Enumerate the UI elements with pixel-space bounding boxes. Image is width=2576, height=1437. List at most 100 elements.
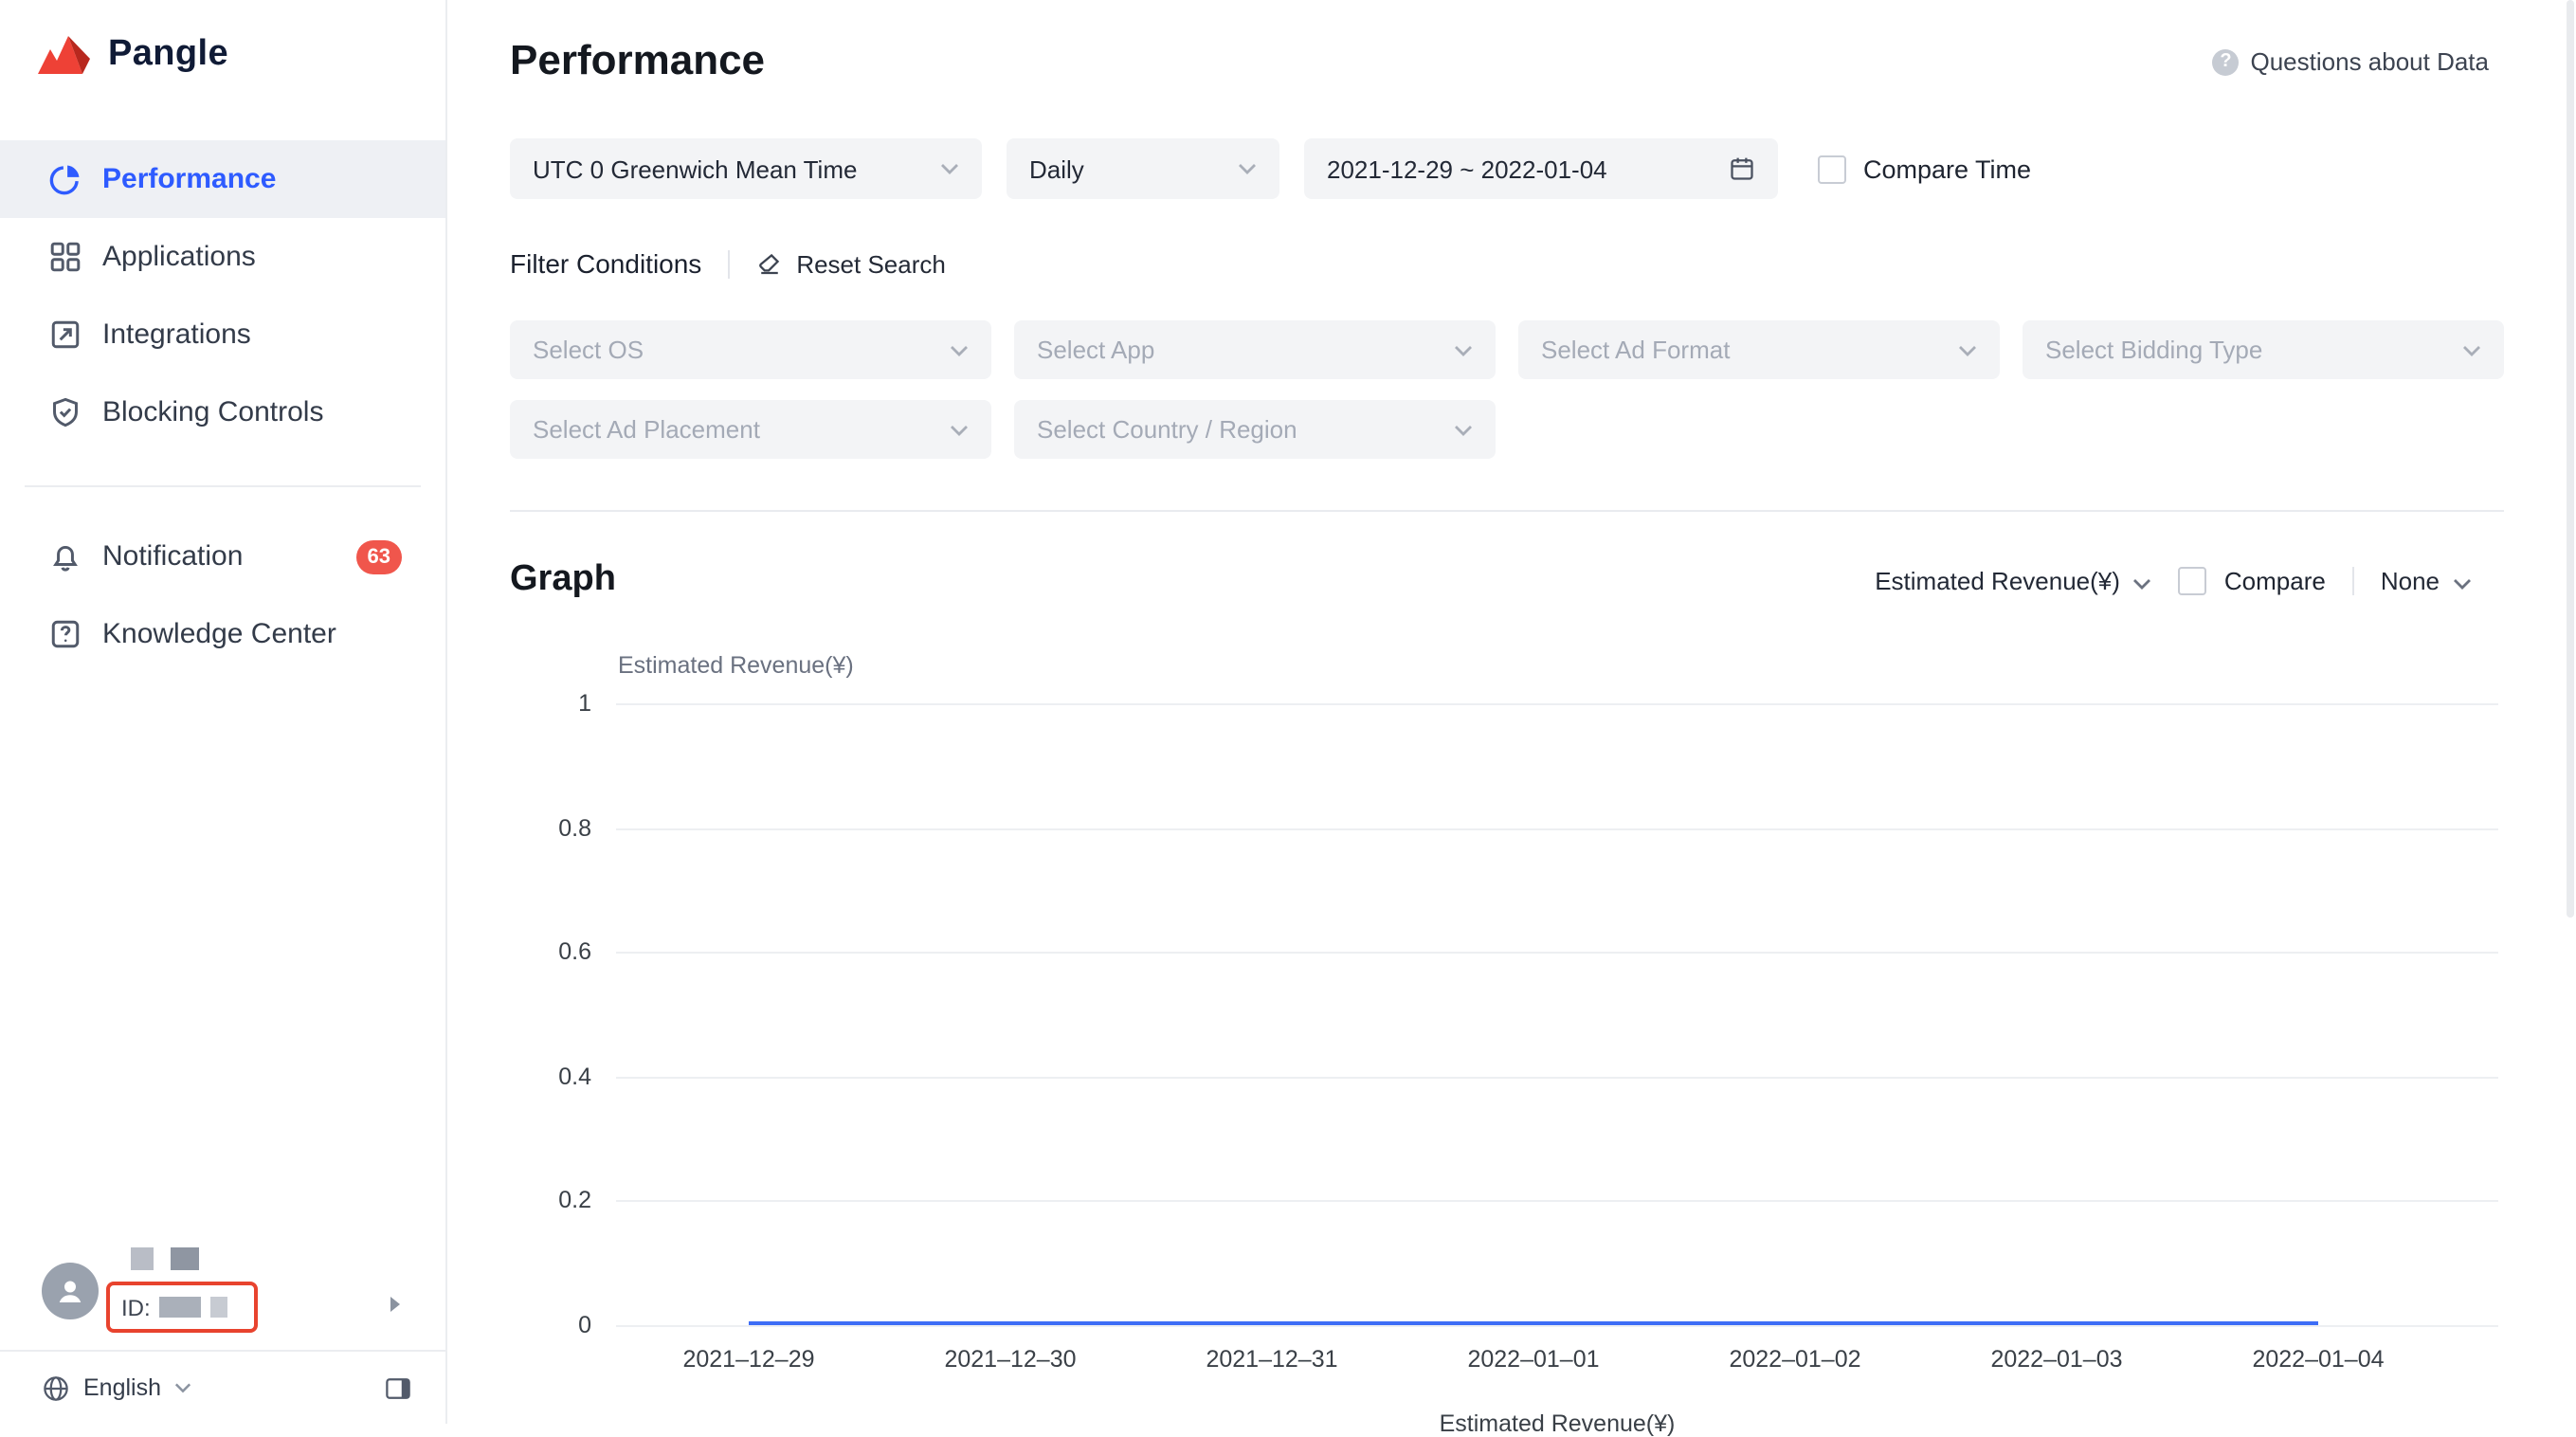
select-row-2: Select Ad Placement Select Country / Reg… (510, 400, 2504, 459)
pangle-logo-icon (38, 36, 90, 74)
page-title: Performance (510, 36, 766, 83)
apps-grid-icon (49, 241, 82, 273)
y-axis-tick-label: 1 (578, 690, 591, 717)
language-selector[interactable]: English (42, 1373, 191, 1402)
x-axis-label: 2022–01–04 (2252, 1346, 2385, 1373)
select-bidding-type-placeholder: Select Bidding Type (2045, 336, 2263, 364)
sidebar-divider (25, 485, 421, 487)
sidebar-item-notification[interactable]: Notification 63 (0, 518, 445, 595)
select-bidding-type-dropdown[interactable]: Select Bidding Type (2023, 320, 2504, 379)
eraser-icon (756, 250, 783, 277)
select-os-dropdown[interactable]: Select OS (510, 320, 991, 379)
sidebar-nav: Performance Applications Integrations Bl… (0, 140, 445, 673)
chevron-down-icon (950, 344, 969, 355)
redacted-username-block (171, 1247, 199, 1270)
sidebar-item-performance[interactable]: Performance (0, 140, 445, 218)
date-range-picker[interactable]: 2021-12-29 ~ 2022-01-04 (1304, 138, 1778, 199)
vertical-divider (2351, 567, 2354, 595)
chevron-down-icon (1238, 163, 1257, 174)
compare-toggle[interactable]: Compare (2178, 567, 2326, 595)
sidebar-item-label: Integrations (102, 318, 251, 351)
metric-value: Estimated Revenue(¥) (1875, 567, 2120, 595)
sidebar-item-knowledge-center[interactable]: Knowledge Center (0, 595, 445, 673)
help-link-label: Questions about Data (2250, 47, 2490, 76)
select-ad-format-dropdown[interactable]: Select Ad Format (1518, 320, 2000, 379)
sidebar-item-blocking-controls[interactable]: Blocking Controls (0, 373, 445, 451)
chevron-down-icon (2133, 567, 2152, 595)
gridline (616, 952, 2498, 955)
y-axis-tick-label: 0.6 (558, 938, 591, 966)
gridline (616, 1076, 2498, 1079)
calendar-icon (1729, 155, 1755, 182)
graph-section-title: Graph (510, 559, 616, 599)
chevron-down-icon (174, 1382, 191, 1393)
chevron-down-icon (950, 424, 969, 435)
metric-dropdown[interactable]: Estimated Revenue(¥) (1875, 567, 2152, 595)
sidebar-footer: English (0, 1350, 445, 1424)
group-by-dropdown[interactable]: None (2381, 567, 2472, 595)
section-divider (510, 510, 2504, 512)
chart-plot: 0 0.2 0.4 0.6 0.8 1 2021–12–29 2021–12–30 2021–1… (558, 690, 2498, 1373)
reset-search-button[interactable]: Reset Search (756, 249, 946, 278)
questions-about-data-link[interactable]: ? Questions about Data (2212, 47, 2490, 76)
graph-controls: Estimated Revenue(¥) Compare None (1875, 567, 2472, 595)
y-axis-tick-label: 0.8 (558, 814, 591, 842)
chevron-down-icon (2462, 344, 2481, 355)
filter-selects: Select OS Select App Select Ad Format Se… (510, 320, 2504, 459)
compare-time-checkbox[interactable] (1818, 155, 1846, 183)
sidebar-item-label: Performance (102, 163, 277, 195)
gridline (616, 1200, 2498, 1203)
sidebar-item-integrations[interactable]: Integrations (0, 296, 445, 373)
question-square-icon (49, 618, 82, 650)
redacted-id-block (159, 1297, 202, 1318)
date-range-value: 2021-12-29 ~ 2022-01-04 (1327, 155, 1607, 183)
chevron-down-icon (940, 163, 959, 174)
user-avatar[interactable] (42, 1263, 99, 1319)
expand-user-panel-icon[interactable] (390, 1297, 400, 1312)
compare-time-label: Compare Time (1863, 155, 2032, 183)
brand-name: Pangle (108, 34, 228, 74)
filter-conditions-row: Filter Conditions Reset Search (510, 248, 946, 279)
gridline (616, 828, 2498, 830)
granularity-dropdown[interactable]: Daily (1007, 138, 1279, 199)
x-axis-label: 2021–12–30 (944, 1346, 1077, 1373)
sidebar: Pangle Performance Applications Integrat… (0, 0, 447, 1424)
y-axis-tick-label: 0 (578, 1312, 591, 1338)
scrollbar-thumb[interactable] (2567, 0, 2574, 918)
select-app-dropdown[interactable]: Select App (1014, 320, 1496, 379)
gridline (616, 1325, 2498, 1327)
user-panel: ID: (0, 1232, 445, 1350)
revenue-chart: Estimated Revenue(¥) 0 0.2 0.4 0.6 0.8 1 2021–… (558, 652, 2498, 1437)
gridline (616, 703, 2498, 705)
redacted-username-block (131, 1247, 154, 1270)
select-ad-format-placeholder: Select Ad Format (1541, 336, 1731, 364)
x-axis-label: 2021–12–29 (682, 1346, 815, 1373)
x-axis-label: 2021–12–31 (1206, 1346, 1338, 1373)
y-axis-tick-label: 0.4 (558, 1063, 591, 1090)
user-id-label: ID: (121, 1294, 151, 1320)
integration-box-arrow-icon (49, 318, 82, 351)
annotation-highlight-box: ID: (106, 1282, 258, 1333)
select-os-placeholder: Select OS (533, 336, 644, 364)
filter-conditions-label: Filter Conditions (510, 248, 702, 279)
select-ad-placement-dropdown[interactable]: Select Ad Placement (510, 400, 991, 459)
language-label: English (83, 1374, 161, 1401)
person-icon (59, 1281, 82, 1302)
chart-legend: Estimated Revenue(¥) (1439, 1410, 1676, 1437)
x-axis-label: 2022–01–03 (1990, 1346, 2123, 1373)
x-axis-label: 2022–01–01 (1467, 1346, 1600, 1373)
compare-checkbox[interactable] (2178, 567, 2207, 595)
sidebar-item-label: Knowledge Center (102, 618, 336, 650)
bell-icon (49, 540, 82, 573)
granularity-value: Daily (1029, 155, 1084, 183)
select-country-dropdown[interactable]: Select Country / Region (1014, 400, 1496, 459)
collapse-sidebar-icon[interactable] (383, 1373, 413, 1402)
compare-time-toggle[interactable]: Compare Time (1818, 155, 2031, 183)
timezone-dropdown[interactable]: UTC 0 Greenwich Mean Time (510, 138, 982, 199)
redacted-id-block (210, 1297, 228, 1318)
sidebar-item-applications[interactable]: Applications (0, 218, 445, 296)
y-axis-tick-label: 0.2 (558, 1187, 591, 1214)
reset-search-label: Reset Search (796, 249, 946, 278)
